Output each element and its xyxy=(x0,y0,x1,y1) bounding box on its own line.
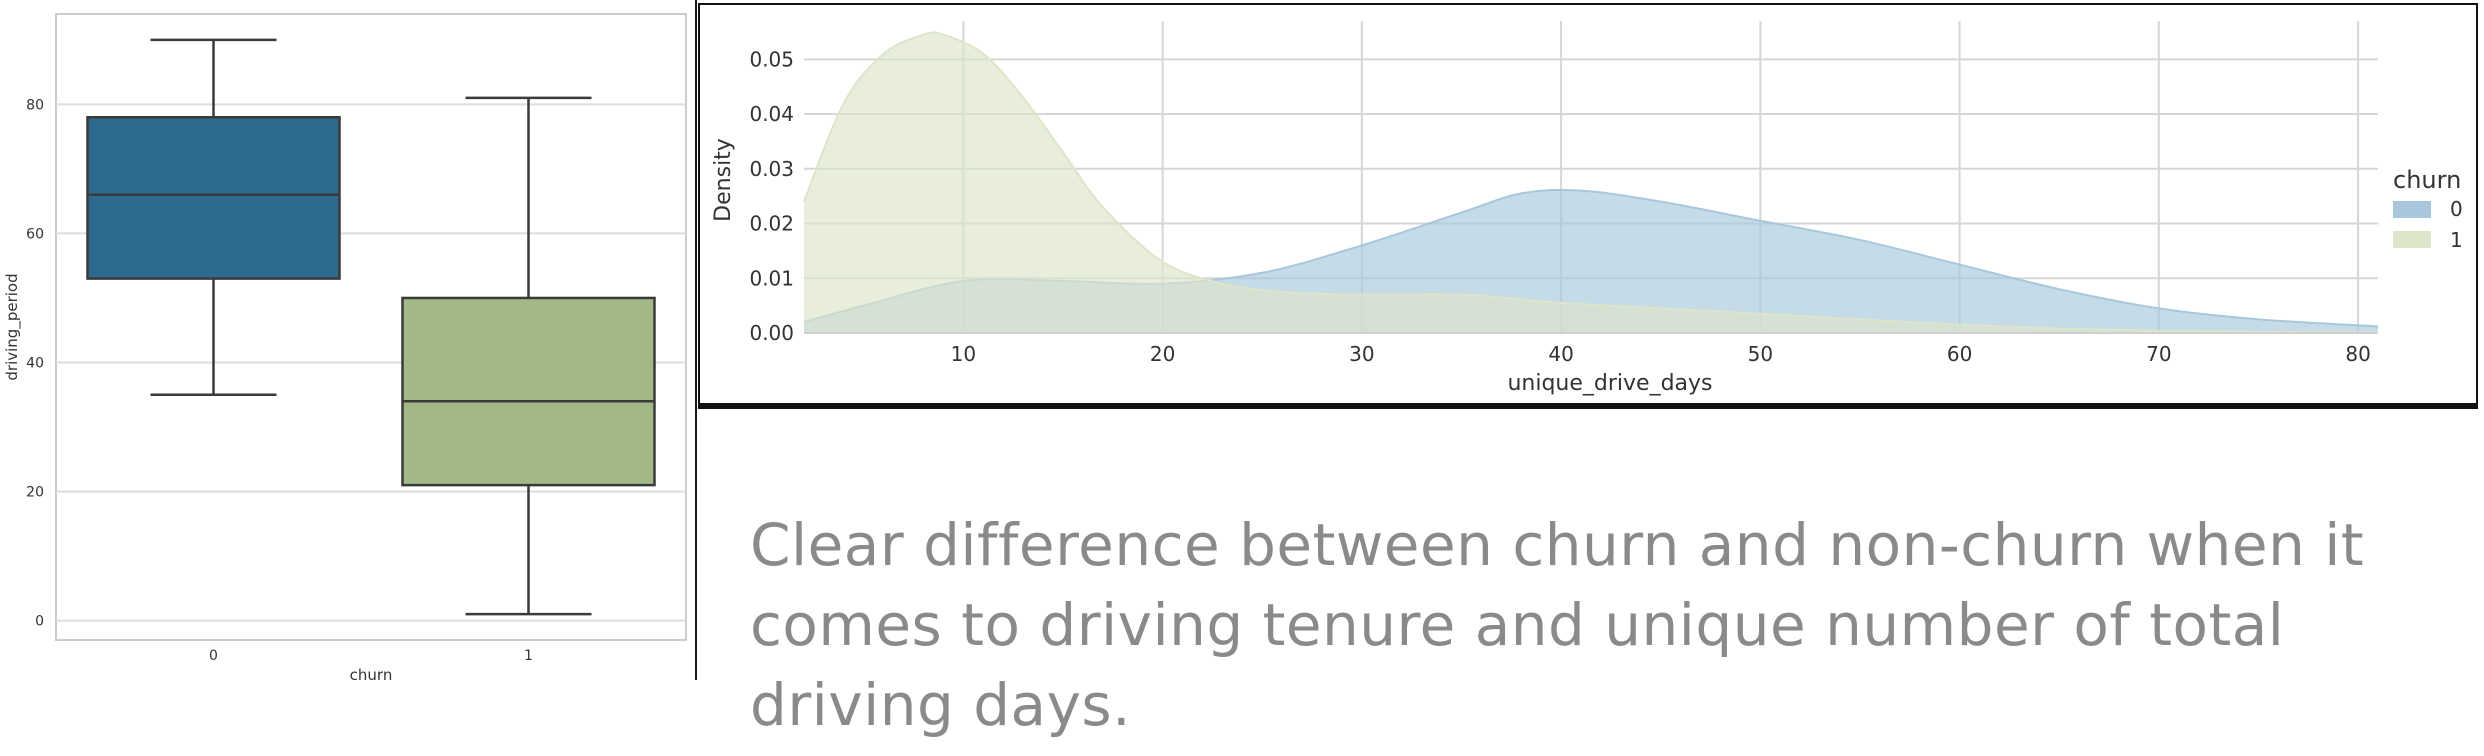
density-legend: churn 0 1 xyxy=(2393,166,2463,252)
boxplot-y-tick-label: 0 xyxy=(35,614,44,630)
density-y-tick-label: 0.02 xyxy=(749,212,794,236)
density-x-tick-label: 10 xyxy=(951,342,976,366)
density-area-churn-1 xyxy=(804,32,2378,333)
legend-swatch-1 xyxy=(2393,231,2431,248)
density-x-tick-label: 40 xyxy=(1548,342,1573,366)
caption-text: Clear difference between churn and non-c… xyxy=(750,511,2365,739)
boxplot-y-tick-label: 60 xyxy=(26,226,44,242)
driving-period-boxplot: 0 20 40 60 80 0 1 driving_period churn xyxy=(0,0,696,684)
legend-label-0: 0 xyxy=(2450,197,2463,221)
density-x-tick-label: 50 xyxy=(1748,342,1773,366)
density-x-tick-label: 30 xyxy=(1349,342,1374,366)
boxplot-x-axis-label: churn xyxy=(350,666,393,680)
density-y-tick-label: 0.05 xyxy=(749,47,794,71)
density-y-axis-label: Density xyxy=(711,138,736,222)
legend-swatch-0 xyxy=(2393,201,2431,218)
box-churn-1 xyxy=(401,96,656,616)
boxplot-y-tick-label: 40 xyxy=(26,355,44,371)
density-y-tick-label: 0.03 xyxy=(749,157,794,181)
density-x-tick-label: 20 xyxy=(1150,342,1175,366)
boxplot-x-tick-label: 0 xyxy=(209,648,218,664)
box-iqr-rect xyxy=(401,296,656,487)
density-x-tick-label: 70 xyxy=(2146,342,2171,366)
density-x-tick-label: 60 xyxy=(1947,342,1972,366)
boxplot-y-tick-label: 80 xyxy=(26,97,44,113)
legend-title: churn xyxy=(2393,166,2461,194)
density-curve-churn-1 xyxy=(803,31,2379,334)
panel-separator xyxy=(695,0,697,680)
boxplot-y-axis-label: driving_period xyxy=(3,273,22,380)
boxplot-svg: 0 20 40 60 80 0 1 driving_period churn xyxy=(3,13,687,684)
boxplot-y-tick-label: 20 xyxy=(26,485,44,501)
box-churn-0 xyxy=(86,38,341,397)
density-y-tick-label: 0.00 xyxy=(749,321,794,345)
legend-label-1: 1 xyxy=(2450,228,2463,252)
density-y-tick-label: 0.04 xyxy=(749,102,794,126)
density-y-tick-label: 0.01 xyxy=(749,266,794,290)
density-x-tick-label: 80 xyxy=(2345,342,2370,366)
box-iqr-rect xyxy=(86,116,341,280)
unique-drive-days-density-chart: 10 20 30 40 50 60 70 80 0.00 0.01 0.02 0.03 0.04 0.05… xyxy=(698,3,2478,409)
density-svg: 10 20 30 40 50 60 70 800.000.010.020.030.040.05… xyxy=(711,21,2463,396)
density-x-axis-label: unique_drive_days xyxy=(1507,371,1712,396)
boxplot-x-tick-label: 1 xyxy=(524,648,533,664)
